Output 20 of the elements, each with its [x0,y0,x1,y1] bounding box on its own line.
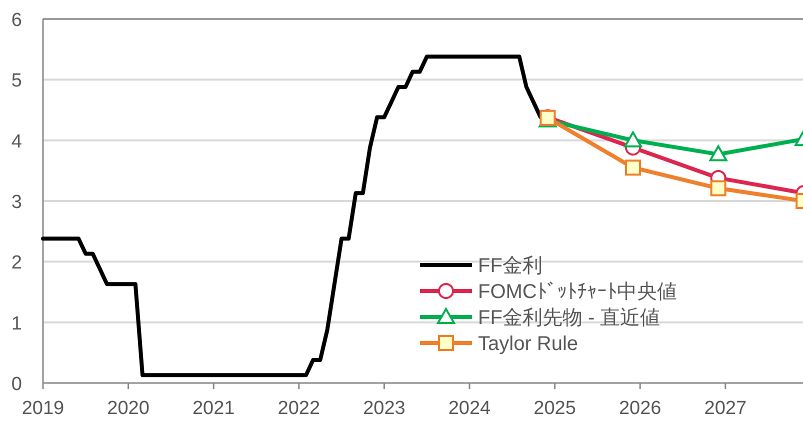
x-tick-label: 2026 [618,398,662,419]
x-tick-label: 2025 [534,398,576,419]
x-tick-label: 2021 [192,398,235,419]
x-tick-label: 2024 [448,398,492,419]
y-tick-label: 5 [11,70,22,92]
y-tick-label: 1 [11,313,22,334]
x-tick-label: 2020 [107,398,150,419]
legend-label: FF金利 [478,255,542,277]
x-tick-label: 2019 [22,398,64,419]
y-tick-label: 3 [11,192,22,213]
legend-label: FOMCﾄﾞｯﾄﾁｬｰﾄ中央値 [478,281,677,303]
y-tick-label: 4 [11,131,22,152]
x-tick-label: 2027 [704,398,747,419]
x-tick-label: 2022 [278,398,320,419]
y-tick-label: 2 [11,252,22,274]
y-tick-label: 6 [11,10,22,31]
legend-label: Taylor Rule [478,333,578,355]
y-tick-label: 0 [11,374,22,395]
legend-label: FF金利先物 - 直近値 [478,307,660,329]
x-tick-label: 2023 [363,398,406,419]
